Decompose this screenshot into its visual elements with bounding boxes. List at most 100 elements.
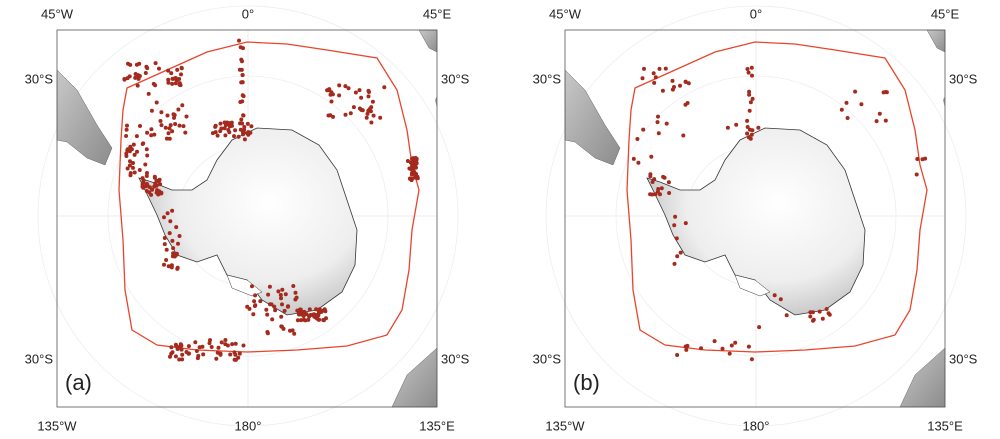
observation-dot — [162, 263, 166, 267]
observation-dot — [174, 253, 178, 257]
observation-dot — [410, 171, 414, 175]
observation-dot — [354, 91, 358, 95]
observation-dot — [145, 154, 149, 158]
observation-dot — [223, 133, 227, 137]
observation-dot — [265, 330, 269, 334]
observation-dot — [296, 318, 300, 322]
observation-dot — [169, 71, 173, 75]
observation-dot — [756, 126, 760, 130]
observation-dot — [358, 88, 362, 92]
observation-dot — [233, 358, 237, 362]
observation-dot — [751, 97, 755, 101]
observation-dot — [667, 191, 671, 195]
observation-dot — [673, 262, 677, 266]
observation-dot — [147, 92, 151, 96]
observation-dot — [679, 251, 683, 255]
observation-dot — [311, 313, 315, 317]
observation-dot — [171, 350, 175, 354]
observation-dot — [178, 82, 182, 86]
observation-dot — [133, 153, 137, 157]
observation-dot — [853, 90, 857, 94]
observation-dot — [295, 309, 299, 313]
observation-dot — [811, 319, 815, 323]
observation-dot — [196, 354, 200, 358]
observation-dot — [671, 79, 675, 83]
observation-dot — [128, 74, 132, 78]
right-label: 30°S — [949, 71, 978, 86]
observation-dot — [305, 312, 309, 316]
observation-dot — [170, 263, 174, 267]
observation-dot — [337, 83, 341, 87]
observation-dot — [124, 154, 128, 158]
observation-dot — [660, 186, 664, 190]
observation-dot — [649, 155, 653, 159]
observation-dot — [372, 114, 376, 118]
observation-dot — [239, 128, 243, 132]
observation-dot — [179, 72, 183, 76]
observation-dot — [174, 81, 178, 85]
observation-dot — [635, 137, 639, 141]
observation-dot — [141, 176, 145, 180]
observation-dot — [343, 84, 347, 88]
observation-dot — [159, 110, 163, 114]
bottom-label: 135°W — [37, 418, 77, 433]
left-label: 30°S — [25, 351, 54, 366]
observation-dot — [808, 310, 812, 314]
observation-dot — [652, 71, 656, 75]
observation-dot — [748, 109, 752, 113]
observation-dot — [808, 315, 812, 319]
right-label: 30°S — [949, 351, 978, 366]
observation-dot — [268, 285, 272, 289]
observation-dot — [652, 177, 656, 181]
observation-dot — [733, 341, 737, 345]
observation-dot — [921, 157, 925, 161]
observation-dot — [137, 77, 141, 81]
observation-dot — [179, 344, 183, 348]
observation-dot — [175, 267, 179, 271]
observation-dot — [845, 101, 849, 105]
top-label: 0° — [750, 6, 762, 21]
observation-dot — [658, 192, 662, 196]
observation-dot — [412, 165, 416, 169]
observation-dot — [125, 149, 129, 153]
observation-dot — [137, 62, 141, 66]
bottom-label: 180° — [235, 418, 262, 433]
observation-dot — [667, 180, 671, 184]
observation-dot — [242, 344, 246, 348]
observation-dot — [134, 72, 138, 76]
observation-dot — [169, 345, 173, 349]
observation-dot — [266, 293, 270, 297]
observation-dot — [678, 84, 682, 88]
observation-dot — [126, 167, 130, 171]
observation-dot — [145, 66, 149, 70]
observation-dot — [750, 66, 754, 70]
observation-dot — [294, 291, 298, 295]
observation-dot — [157, 67, 161, 71]
observation-dot — [228, 353, 232, 357]
observation-dot — [673, 215, 677, 219]
observation-dot — [283, 309, 287, 313]
observation-dot — [365, 116, 369, 120]
observation-dot — [246, 130, 250, 134]
observation-dot — [241, 132, 245, 136]
observation-dot — [178, 234, 182, 238]
observation-dot — [160, 123, 164, 127]
observation-dot — [414, 172, 418, 176]
observation-dot — [145, 174, 149, 178]
observation-dot — [675, 254, 679, 258]
observation-dot — [237, 39, 241, 43]
observation-dot — [141, 142, 145, 146]
observation-dot — [749, 137, 753, 141]
bottom-label: 180° — [743, 418, 770, 433]
observation-dot — [320, 309, 324, 313]
observation-dot — [170, 82, 174, 86]
observation-dot — [155, 101, 159, 105]
observation-dot — [141, 186, 145, 190]
observation-dot — [166, 114, 170, 118]
observation-dot — [378, 116, 382, 120]
top-label: 45°W — [41, 6, 74, 21]
observation-dot — [180, 353, 184, 357]
observation-dot — [174, 354, 178, 358]
observation-dot — [193, 340, 197, 344]
observation-dot — [129, 171, 133, 175]
